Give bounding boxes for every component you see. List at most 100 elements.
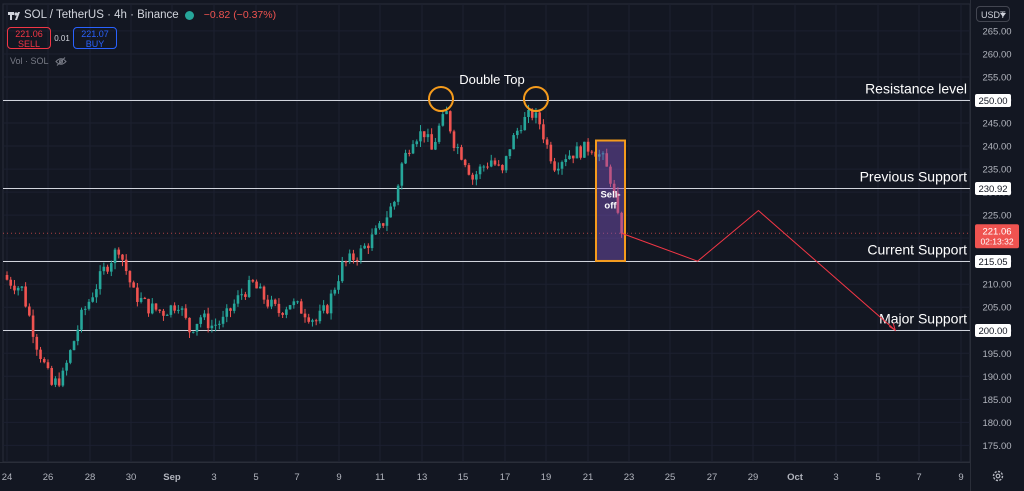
candle-body [9, 279, 13, 286]
currency-selector[interactable]: USDT [976, 6, 1010, 22]
candle-body [497, 164, 500, 166]
candle-body [590, 151, 594, 153]
candle-body [184, 308, 188, 318]
candle-body [177, 309, 180, 311]
candle-body [113, 249, 117, 264]
candle-body [408, 152, 411, 154]
time-tick-label: 13 [417, 472, 428, 483]
current-price-tag [975, 224, 1019, 249]
level-price-tag [975, 324, 1011, 337]
candle-body [39, 349, 42, 360]
candle-body [307, 317, 311, 322]
candle-body [35, 336, 39, 350]
candle-body [378, 223, 381, 229]
candle-body [91, 297, 94, 302]
level-label: Previous Support [860, 169, 968, 185]
candle-body [396, 185, 400, 202]
candle-body [285, 309, 288, 315]
candle-body [214, 324, 217, 326]
candle-body [411, 144, 415, 154]
bar-countdown-text: 02:13:32 [980, 236, 1013, 246]
time-tick-label: 15 [458, 472, 469, 483]
candle-body [203, 313, 206, 318]
volume-label: Vol · SOL [10, 56, 49, 66]
level-price-tag [975, 182, 1011, 195]
candle-body [221, 316, 225, 324]
sell-button[interactable]: 221.06 SELL [7, 27, 51, 49]
candle-body [415, 141, 419, 145]
candle-body [434, 141, 437, 150]
candle-body [542, 124, 545, 140]
candle-body [553, 161, 556, 171]
sell-off-label: off [604, 201, 617, 212]
projection-path [621, 209, 896, 331]
level-price-tag-text: 200.00 [978, 326, 1007, 337]
candle-body [180, 308, 184, 310]
time-tick-label: 29 [748, 472, 759, 483]
time-tick-label: 19 [541, 472, 552, 483]
double-top-marker [428, 86, 454, 112]
candle-body [225, 308, 229, 317]
candle-body [616, 192, 620, 213]
horizontal-levels: Resistance level Previous Support Current … [3, 81, 970, 331]
level-price-tag [975, 94, 1011, 107]
candle-body [117, 249, 121, 255]
tradingview-logo-icon [8, 12, 20, 20]
candle-body [299, 301, 303, 314]
candle-body [296, 301, 299, 303]
time-tick-label: 24 [2, 472, 13, 483]
candle-body [57, 378, 61, 386]
candle-body [404, 152, 407, 164]
candle-body [80, 309, 83, 330]
candle-body [210, 325, 214, 329]
candle-body [437, 125, 441, 142]
time-tick-label: 25 [665, 472, 676, 483]
candle-body [560, 162, 564, 169]
eye-hidden-icon[interactable] [54, 56, 67, 66]
candle-body [374, 228, 378, 235]
price-tick-label: 190.00 [982, 372, 1011, 383]
candle-body [605, 153, 609, 167]
candle-body [229, 308, 232, 311]
symbol-title[interactable]: SOL / TetherUS · 4h · Binance [24, 9, 179, 21]
candle-body [501, 164, 504, 171]
candle-body [549, 144, 553, 162]
level-price-tag-text: 215.05 [978, 257, 1007, 268]
candle-body [42, 359, 46, 363]
price-tick-label: 225.00 [982, 211, 1011, 222]
candle-body [270, 299, 273, 307]
price-tick-label: 185.00 [982, 395, 1011, 406]
candle-body [359, 248, 363, 261]
candle-body [165, 314, 169, 316]
candle-body [482, 166, 486, 168]
buy-button[interactable]: 221.07 BUY [73, 27, 117, 49]
gear-icon[interactable] [991, 469, 1005, 483]
price-tick-label: 260.00 [982, 49, 1011, 60]
buy-label: BUY [85, 39, 105, 49]
price-tick-label: 205.00 [982, 303, 1011, 314]
candle-body [83, 308, 87, 310]
candle-body [389, 206, 392, 218]
candle-body [393, 201, 396, 207]
candle-body [527, 110, 530, 117]
candle-body [110, 263, 113, 272]
market-open-indicator-icon [184, 10, 194, 20]
time-tick-label: 5 [253, 472, 258, 483]
candle-body [95, 289, 98, 298]
sell-off-label: Sell- [600, 190, 620, 201]
candle-body [471, 174, 474, 180]
candle-body [150, 303, 154, 314]
candle-body [173, 305, 176, 311]
candle-body [367, 245, 370, 249]
candle-body [609, 166, 612, 184]
candle-body [329, 293, 333, 314]
candle-body [106, 266, 109, 272]
candle-body [266, 299, 270, 307]
chevron-down-icon [1000, 13, 1006, 17]
time-tick-label: 5 [875, 472, 880, 483]
candle-body [445, 111, 448, 115]
candle-body [303, 313, 307, 318]
candle-body [61, 370, 65, 386]
candle-body [218, 323, 221, 325]
